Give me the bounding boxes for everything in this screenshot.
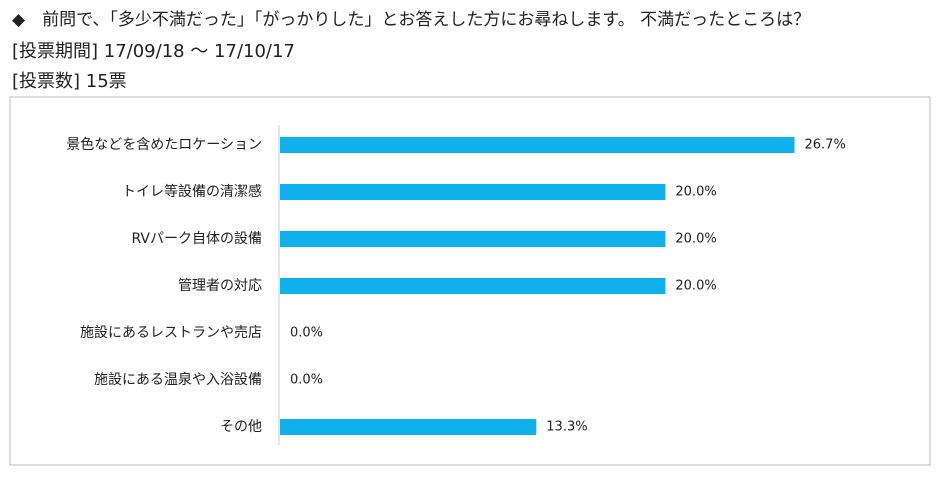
- bar: [280, 184, 666, 200]
- category-label: 景色などを含めたロケーション: [66, 136, 262, 153]
- bar: [280, 419, 537, 435]
- chart-subtitle: [投票期間] 17/09/18 ～ 17/10/17: [12, 41, 295, 62]
- bar: [280, 137, 795, 153]
- plot-frame: [9, 96, 931, 466]
- data-label: 13.3%: [546, 420, 587, 435]
- category-label: 施設にあるレストランや売店: [80, 325, 262, 341]
- data-label: 20.0%: [675, 185, 716, 200]
- category-label: トイレ等設備の清潔感: [122, 183, 262, 200]
- data-label: 26.7%: [805, 138, 846, 153]
- data-label: 0.0%: [290, 373, 323, 388]
- chart-title: ◆ 前問で、「多少不満だった」「がっかりした」とお答えした方にお尋ねします。 不…: [12, 10, 810, 30]
- chart-subtitle: [投票数] 15票: [12, 71, 127, 92]
- data-label: 20.0%: [675, 232, 716, 247]
- bar: [280, 231, 666, 247]
- category-label: 管理者の対応: [178, 278, 262, 294]
- data-label: 20.0%: [675, 279, 716, 294]
- bar: [280, 278, 666, 294]
- category-label: その他: [220, 419, 262, 435]
- data-label: 0.0%: [290, 326, 323, 341]
- category-label: RVパーク自体の設備: [131, 231, 262, 247]
- category-label: 施設にある温泉や入浴設備: [94, 371, 262, 388]
